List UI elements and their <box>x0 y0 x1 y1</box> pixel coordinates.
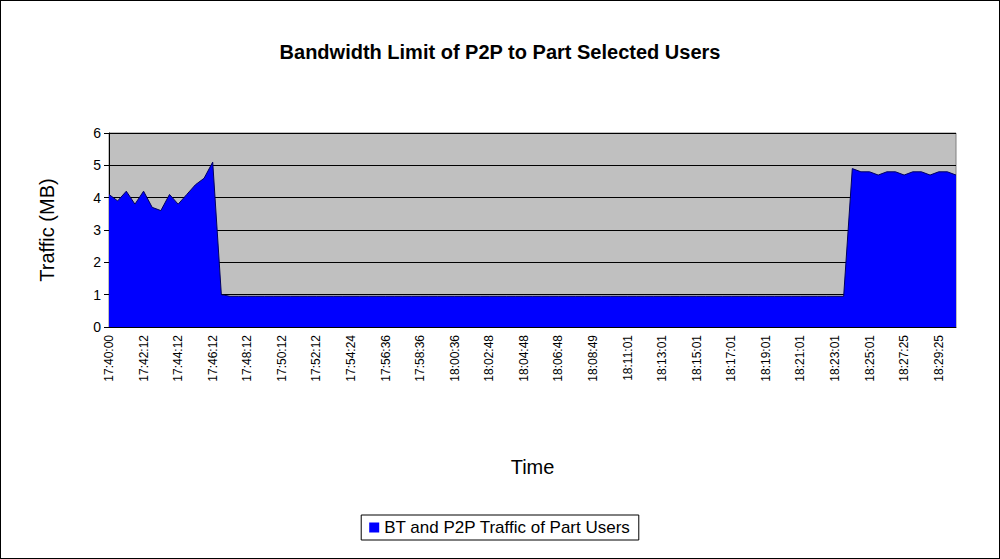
svg-text:Bandwidth Limit of P2P to Part: Bandwidth Limit of P2P to Part Selected … <box>280 41 721 63</box>
svg-text:18:27:25: 18:27:25 <box>897 335 911 382</box>
svg-text:17:54:24: 17:54:24 <box>344 335 358 382</box>
svg-text:18:23:01: 18:23:01 <box>828 335 842 382</box>
svg-text:18:25:01: 18:25:01 <box>863 335 877 382</box>
svg-text:17:58:36: 17:58:36 <box>413 335 427 382</box>
svg-text:2: 2 <box>93 254 101 270</box>
svg-text:18:11:01: 18:11:01 <box>621 335 635 381</box>
svg-text:4: 4 <box>93 190 101 206</box>
svg-text:17:46:12: 17:46:12 <box>206 335 220 382</box>
svg-text:18:06:48: 18:06:48 <box>551 335 565 382</box>
svg-text:Traffic (MB): Traffic (MB) <box>36 178 58 281</box>
svg-text:17:52:12: 17:52:12 <box>309 335 323 382</box>
svg-text:1: 1 <box>93 287 101 303</box>
svg-text:18:04:48: 18:04:48 <box>517 335 531 382</box>
svg-text:3: 3 <box>93 222 101 238</box>
svg-text:18:02:48: 18:02:48 <box>482 335 496 382</box>
svg-text:18:08:49: 18:08:49 <box>586 335 600 382</box>
svg-text:18:19:01: 18:19:01 <box>759 335 773 382</box>
svg-text:17:50:12: 17:50:12 <box>275 335 289 382</box>
svg-text:18:13:01: 18:13:01 <box>655 335 669 382</box>
svg-text:Time: Time <box>511 456 555 478</box>
svg-text:18:00:36: 18:00:36 <box>448 335 462 382</box>
svg-text:18:17:01: 18:17:01 <box>724 335 738 382</box>
svg-text:18:15:01: 18:15:01 <box>690 335 704 382</box>
svg-text:17:48:12: 17:48:12 <box>240 335 254 382</box>
svg-text:17:44:12: 17:44:12 <box>171 335 185 382</box>
svg-text:17:42:12: 17:42:12 <box>137 335 151 382</box>
svg-text:18:21:01: 18:21:01 <box>793 335 807 382</box>
svg-text:6: 6 <box>93 125 101 141</box>
svg-text:0: 0 <box>93 319 101 335</box>
svg-text:BT and P2P Traffic of Part Use: BT and P2P Traffic of Part Users <box>384 518 630 537</box>
svg-text:5: 5 <box>93 157 101 173</box>
svg-text:18:29:25: 18:29:25 <box>932 335 946 382</box>
svg-text:17:56:36: 17:56:36 <box>379 335 393 382</box>
svg-text:17:40:00: 17:40:00 <box>102 335 116 382</box>
